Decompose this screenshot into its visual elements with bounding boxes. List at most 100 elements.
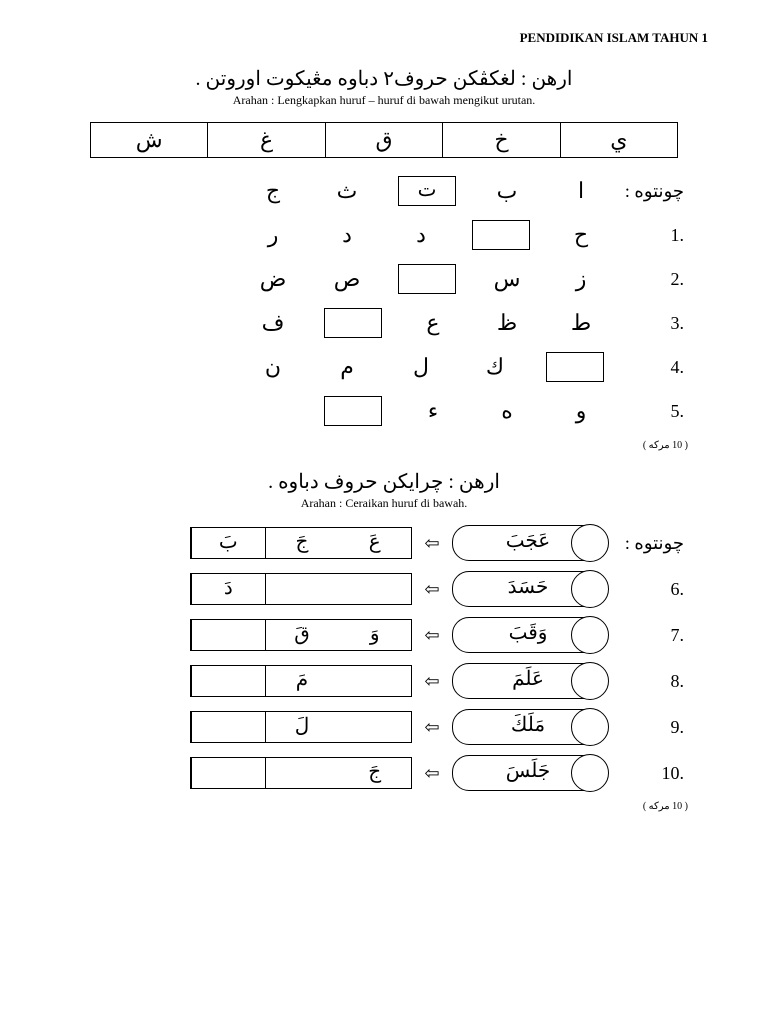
row-label: .9 — [604, 717, 688, 738]
s1-exercise-row: .3طظعف — [80, 308, 688, 338]
capsule-circle-icon — [571, 524, 609, 562]
letter-cell: د — [398, 222, 444, 248]
row-label: .1 — [604, 225, 688, 246]
page-header: PENDIDIKAN ISLAM TAHUN 1 — [60, 30, 708, 46]
arrow-icon: ⇦ — [412, 625, 452, 646]
answer-cell[interactable] — [338, 666, 411, 696]
reference-letter-cell: ق — [325, 123, 442, 157]
arrow-icon: ⇦ — [412, 533, 452, 554]
arrow-icon: ⇦ — [412, 763, 452, 784]
s1-exercise-row: .5و ه ء — [80, 396, 688, 426]
letter-cell: ص — [324, 266, 370, 292]
word-capsule: حَسَدَ — [452, 571, 604, 607]
answer-cell[interactable]: جَ — [265, 528, 339, 558]
s1-instruction-romanized: Arahan : Lengkapkan huruf – huruf di baw… — [60, 93, 708, 108]
answer-cell[interactable] — [338, 574, 411, 604]
s2-exercise-row: .9مَلَكَ⇦لَ — [80, 709, 688, 745]
answer-table: لَ — [190, 711, 412, 743]
letter-cell: ج — [250, 178, 296, 204]
reference-letter-cell: ي — [560, 123, 677, 157]
s2-exercise-row: .10جَلَسَ⇦جَ — [80, 755, 688, 791]
letter-cell: و — [558, 398, 604, 424]
letter-cell: ء — [410, 398, 456, 424]
capsule-circle-icon — [571, 616, 609, 654]
answer-box[interactable] — [472, 220, 530, 250]
s1-marks: ( 10 مركه ) — [80, 440, 688, 451]
s2-exercise-row: .7وَقَبَ⇦وَقَ — [80, 617, 688, 653]
letter-cell: م — [324, 354, 370, 380]
answer-table: مَ — [190, 665, 412, 697]
answer-cell[interactable]: مَ — [265, 666, 339, 696]
row-label: .3 — [604, 313, 688, 334]
answer-table: جَ — [190, 757, 412, 789]
letter-cell: ر — [250, 222, 296, 248]
word-capsule: جَلَسَ — [452, 755, 604, 791]
row-label: .5 — [604, 401, 688, 422]
reference-letter-cell: غ — [207, 123, 324, 157]
answer-cell[interactable] — [191, 666, 265, 696]
reference-letter-cell: خ — [442, 123, 559, 157]
letter-cell: ح — [558, 222, 604, 248]
row-label: .6 — [604, 579, 688, 600]
letter-cell: ن — [250, 354, 296, 380]
s2-instruction-arabic: ارهن : چرايكن حروف دباوه . — [60, 469, 708, 494]
answer-cell[interactable] — [265, 574, 339, 604]
answer-box[interactable] — [324, 396, 382, 426]
letter-cell: ط — [558, 310, 604, 336]
answer-box[interactable]: ت — [398, 176, 456, 206]
answer-cell[interactable]: وَ — [338, 620, 411, 650]
answer-cell[interactable] — [191, 712, 265, 742]
answer-cell[interactable]: دَ — [191, 574, 265, 604]
arrow-icon: ⇦ — [412, 671, 452, 692]
row-label: .7 — [604, 625, 688, 646]
row-label: چونتوه : — [604, 181, 688, 202]
row-label: .2 — [604, 269, 688, 290]
word-capsule: وَقَبَ — [452, 617, 604, 653]
answer-box[interactable] — [324, 308, 382, 338]
capsule-circle-icon — [571, 662, 609, 700]
answer-cell[interactable]: عَ — [338, 528, 411, 558]
row-label: .4 — [604, 357, 688, 378]
reference-letter-cell: ش — [91, 123, 207, 157]
letter-cell: ف — [250, 310, 296, 336]
s2-instruction-romanized: Arahan : Ceraikan huruf di bawah. — [60, 496, 708, 511]
answer-table: دَ — [190, 573, 412, 605]
s2-exercise-row: .6حَسَدَ⇦ دَ — [80, 571, 688, 607]
s1-exercise-row: .2زسصض — [80, 264, 688, 294]
answer-cell[interactable]: بَ — [191, 528, 265, 558]
s1-exercise-row: .1ح د د ر — [80, 220, 688, 250]
word-capsule: عَلَمَ — [452, 663, 604, 699]
row-label: .8 — [604, 671, 688, 692]
s2-exercise-row: .8عَلَمَ⇦ مَ — [80, 663, 688, 699]
letter-cell: د — [324, 222, 370, 248]
capsule-circle-icon — [571, 570, 609, 608]
answer-cell[interactable]: قَ — [265, 620, 339, 650]
s1-exercise-row: چونتوه :ا ب ت ث ج — [80, 176, 688, 206]
capsule-circle-icon — [571, 708, 609, 746]
word-capsule: عَجَبَ — [452, 525, 604, 561]
s1-instruction-arabic: ارهن : لغكڤكن حروف٢ دباوه مڠيكوت اوروتن … — [60, 66, 708, 91]
letter-cell: ه — [484, 398, 530, 424]
answer-cell[interactable] — [338, 712, 411, 742]
answer-cell[interactable]: لَ — [265, 712, 339, 742]
answer-cell[interactable] — [265, 758, 339, 788]
letter-cell: ك — [472, 354, 518, 380]
row-label: چونتوه : — [604, 533, 688, 554]
s2-marks: ( 10 مركه ) — [80, 801, 688, 812]
arrow-icon: ⇦ — [412, 579, 452, 600]
answer-cell[interactable]: جَ — [338, 758, 411, 788]
letter-cell: ظ — [484, 310, 530, 336]
letter-cell: ا — [558, 178, 604, 204]
capsule-circle-icon — [571, 754, 609, 792]
word-capsule: مَلَكَ — [452, 709, 604, 745]
row-label: .10 — [604, 763, 688, 784]
letter-cell: ض — [250, 266, 296, 292]
answer-cell[interactable] — [191, 620, 265, 650]
answer-box[interactable] — [546, 352, 604, 382]
letter-cell: ز — [558, 266, 604, 292]
reference-letter-table: شغقخي — [90, 122, 678, 158]
letter-cell: ب — [484, 178, 530, 204]
letter-cell: ث — [324, 178, 370, 204]
answer-cell[interactable] — [191, 758, 265, 788]
answer-box[interactable] — [398, 264, 456, 294]
